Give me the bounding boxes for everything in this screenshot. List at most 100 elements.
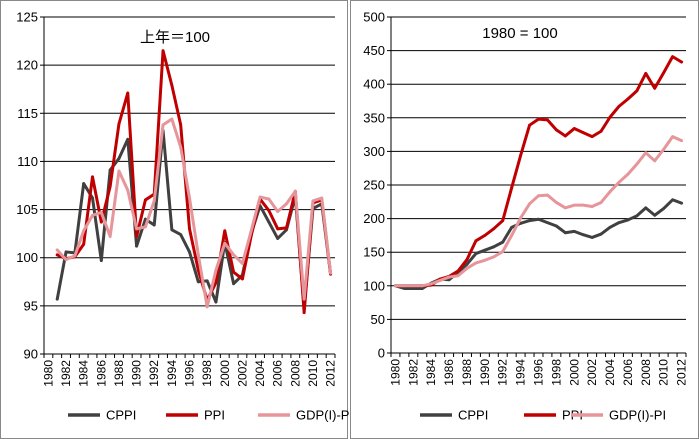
data-point-gdp-i-pi <box>170 117 174 121</box>
data-point-cppi <box>528 219 531 223</box>
data-point-ppi <box>510 186 514 190</box>
data-point-cppi <box>662 207 666 210</box>
data-point-gdp-i-pi <box>55 248 59 252</box>
data-point-cppi <box>644 206 648 210</box>
data-point-gdp-i-pi <box>492 255 496 259</box>
legend-label-gdp-i-pi: GDP(I)-PI <box>609 408 666 423</box>
x-tick-label: 1998 <box>200 360 214 387</box>
data-point-ppi <box>196 268 200 272</box>
x-tick-label: 1988 <box>112 360 126 387</box>
x-tick-label: 2012 <box>324 360 338 387</box>
data-point-cppi <box>474 252 478 255</box>
series-gdp-i-pi <box>55 117 333 309</box>
x-tick-label: 1994 <box>514 359 528 386</box>
data-point-ppi <box>528 123 531 127</box>
data-point-ppi <box>662 71 666 75</box>
x-tick-label: 1990 <box>130 360 144 387</box>
data-point-cppi <box>671 198 674 202</box>
data-point-cppi <box>99 259 103 262</box>
data-point-gdp-i-pi <box>528 202 531 206</box>
data-point-ppi <box>554 128 558 132</box>
series-line-cppi <box>55 129 333 311</box>
data-point-cppi <box>590 236 594 239</box>
data-point-ppi <box>465 258 469 261</box>
data-point-cppi <box>214 300 218 304</box>
x-tick-label: 1994 <box>165 360 179 387</box>
data-point-ppi <box>519 154 523 157</box>
data-point-gdp-i-pi <box>108 235 112 238</box>
data-point-gdp-i-pi <box>680 139 683 143</box>
data-point-gdp-i-pi <box>73 254 77 258</box>
x-tick-label: 2008 <box>288 360 302 387</box>
data-point-cppi <box>170 228 174 232</box>
data-point-gdp-i-pi <box>152 199 156 203</box>
data-point-ppi <box>492 227 496 231</box>
y-tick-label: 250 <box>363 178 385 193</box>
data-point-gdp-i-pi <box>662 147 666 151</box>
data-point-ppi <box>644 72 648 75</box>
data-point-gdp-i-pi <box>179 145 183 149</box>
data-point-cppi <box>465 262 469 266</box>
data-point-ppi <box>653 86 657 90</box>
data-point-gdp-i-pi <box>554 201 558 204</box>
data-point-ppi <box>267 209 271 212</box>
data-point-cppi <box>267 220 271 224</box>
x-tick-label: 1980 <box>41 360 55 387</box>
x-tick-label: 1990 <box>478 359 492 386</box>
chart-panel-1: 90 95 100 105 110 115 120 125 1980 1982 1984 1986 19… <box>0 0 353 439</box>
y-tick-label: 100 <box>16 250 38 265</box>
data-point-gdp-i-pi <box>420 284 424 288</box>
data-point-gdp-i-pi <box>671 135 674 139</box>
chart-panel-2: 0 50 100 150 200 250 300 350 400 450 500 1980 1982 19… <box>350 0 699 439</box>
data-point-gdp-i-pi <box>99 211 103 214</box>
x-tick-label: 2010 <box>306 360 320 387</box>
x-tick-label: 2012 <box>675 359 689 386</box>
data-point-gdp-i-pi <box>510 234 514 237</box>
y-tick-label: 0 <box>378 346 385 361</box>
data-point-cppi <box>276 237 280 240</box>
data-point-cppi <box>617 221 621 225</box>
chart-title: 1980 = 100 <box>482 25 558 42</box>
data-point-cppi <box>403 287 406 290</box>
data-point-gdp-i-pi <box>320 196 324 200</box>
data-point-gdp-i-pi <box>126 188 130 192</box>
data-point-gdp-i-pi <box>501 250 505 253</box>
data-point-gdp-i-pi <box>519 216 523 220</box>
data-point-gdp-i-pi <box>241 262 244 265</box>
data-point-ppi <box>117 122 121 126</box>
x-tick-label: 1992 <box>147 360 161 387</box>
data-point-cppi <box>179 233 183 237</box>
data-point-gdp-i-pi <box>537 194 540 198</box>
data-point-gdp-i-pi <box>223 241 227 245</box>
data-point-gdp-i-pi <box>429 282 433 286</box>
y-tick-label: 95 <box>24 298 38 313</box>
data-point-ppi <box>223 229 227 233</box>
x-tick-label: 2000 <box>567 359 581 386</box>
y-tick-label: 400 <box>363 77 385 92</box>
data-point-gdp-i-pi <box>581 203 585 207</box>
data-point-cppi <box>492 245 496 249</box>
data-point-gdp-i-pi <box>91 213 94 217</box>
legend-label-cppi: CPPI <box>458 408 488 423</box>
chart-frame <box>350 0 699 439</box>
data-point-cppi <box>483 248 487 252</box>
data-point-gdp-i-pi <box>411 284 415 288</box>
y-tick-label: 100 <box>363 278 385 293</box>
data-point-gdp-i-pi <box>644 151 648 155</box>
y-tick-label: 150 <box>363 245 385 260</box>
data-point-cppi <box>635 214 639 218</box>
data-point-ppi <box>188 227 191 231</box>
data-point-gdp-i-pi <box>572 203 576 207</box>
y-tick-label: 90 <box>24 347 38 362</box>
data-point-cppi <box>546 221 549 225</box>
data-point-gdp-i-pi <box>311 199 315 203</box>
x-tick-label: 1992 <box>496 359 510 386</box>
data-point-cppi <box>152 223 156 227</box>
data-point-ppi <box>99 220 103 224</box>
chart-title: 上年＝100 <box>140 29 210 46</box>
data-point-gdp-i-pi <box>617 180 621 184</box>
data-point-gdp-i-pi <box>161 123 165 127</box>
data-point-gdp-i-pi <box>438 279 442 282</box>
data-point-ppi <box>563 134 567 138</box>
